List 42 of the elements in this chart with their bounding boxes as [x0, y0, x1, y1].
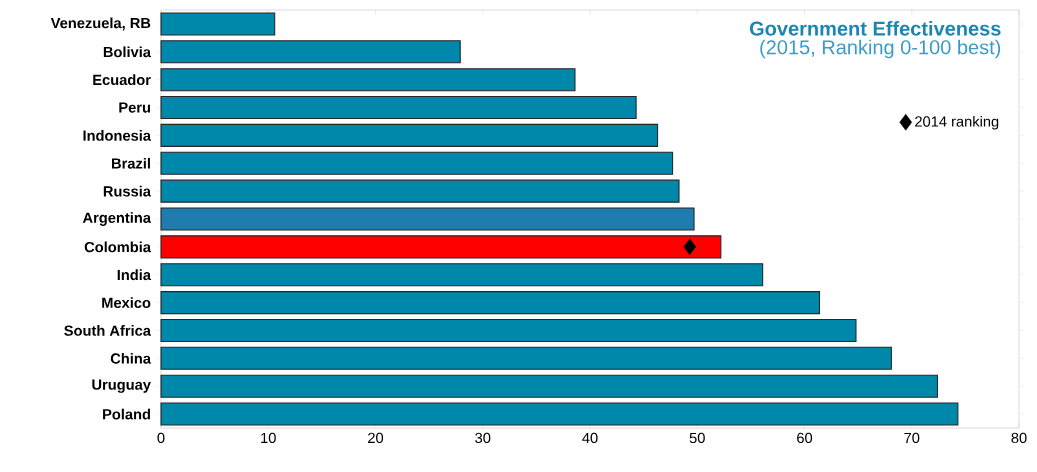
x-tick-label: 0 — [157, 432, 165, 444]
x-tick-label: 70 — [904, 432, 920, 444]
bar — [160, 40, 461, 64]
y-tick-label: Uruguay — [92, 379, 151, 393]
bar — [160, 402, 959, 426]
y-tick-label: South Africa — [64, 325, 152, 336]
legend-label: 2014 ranking — [915, 115, 999, 130]
y-tick-label: Peru — [119, 102, 150, 113]
bar — [160, 374, 939, 398]
x-tick-label: 80 — [1011, 432, 1027, 444]
y-tick-label: Russia — [103, 185, 152, 197]
y-tick-label: Mexico — [102, 297, 151, 308]
bar — [160, 263, 764, 287]
bar — [160, 68, 576, 92]
y-tick-label: Argentina — [82, 212, 152, 226]
x-tick-label: 30 — [475, 432, 491, 444]
bar — [160, 318, 857, 343]
bar — [160, 96, 637, 120]
bar — [160, 235, 722, 259]
bar — [160, 346, 892, 370]
y-tick-label: China — [110, 352, 152, 364]
bar — [160, 151, 674, 175]
x-tick-label: 50 — [689, 432, 705, 444]
y-tick-label: Poland — [103, 408, 150, 420]
y-tick-label: Colombia — [84, 241, 152, 253]
x-tick-label: 60 — [797, 432, 813, 444]
chart-title: Government Effectiveness — [749, 20, 1001, 36]
bar — [160, 291, 821, 315]
bar — [160, 207, 695, 231]
bar — [160, 123, 659, 147]
y-tick-label: Indonesia — [83, 130, 152, 141]
y-tick-label: Venezuela, RB — [50, 17, 151, 31]
x-tick-label: 20 — [368, 432, 384, 444]
bar — [160, 179, 680, 203]
x-tick-label: 40 — [582, 432, 598, 444]
y-tick-label: Ecuador — [93, 74, 151, 86]
y-tick-label: Brazil — [112, 157, 150, 169]
bar — [160, 12, 276, 36]
x-tick-label: 10 — [261, 432, 276, 444]
y-tick-label: India — [117, 269, 152, 281]
text: (2015, Ranking 0-100 best) — [760, 39, 1001, 59]
y-tick-label: Bolivia — [103, 46, 152, 58]
